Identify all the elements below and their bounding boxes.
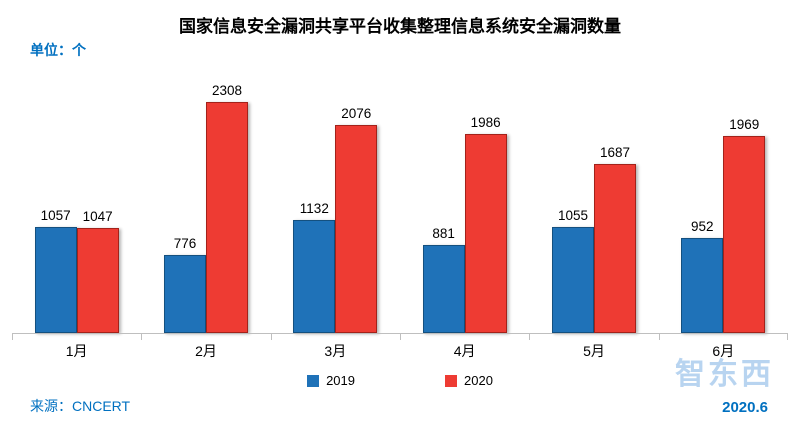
month-label: 6月 <box>712 343 735 359</box>
axis-tick <box>787 334 788 340</box>
value-label: 1047 <box>82 209 113 224</box>
bar-2020 <box>593 164 636 333</box>
bar-group: 881 1986 <box>400 115 529 333</box>
bar-column: 1047 <box>76 209 119 333</box>
bar-2020 <box>723 136 766 333</box>
legend-label: 2019 <box>326 373 355 388</box>
x-axis-line <box>12 333 788 340</box>
bar-column: 1986 <box>464 115 507 333</box>
bar-2019 <box>681 238 724 333</box>
axis-tick <box>400 334 401 340</box>
value-label: 2308 <box>211 83 242 98</box>
value-label: 1969 <box>729 117 760 132</box>
unit-label: 单位：个 <box>30 42 86 58</box>
value-label: 2076 <box>341 106 372 121</box>
bars-area: 1057 1047 776 2308 1132 2076 881 1986 1055 1687 95… <box>12 45 788 333</box>
axis-tick <box>529 334 531 340</box>
bar-column: 1057 <box>34 208 77 333</box>
bar-2019 <box>551 227 594 333</box>
month-label: 2月 <box>195 343 217 359</box>
legend-swatch <box>307 374 320 387</box>
value-label: 1687 <box>599 145 630 160</box>
bar-pair: 1132 2076 <box>293 106 378 333</box>
bar-column: 1132 <box>293 201 336 333</box>
bar-group: 1057 1047 <box>12 208 141 333</box>
value-label: 1057 <box>40 208 71 223</box>
value-label: 1132 <box>299 201 329 216</box>
bar-column: 2308 <box>205 83 248 333</box>
bar-group: 776 2308 <box>141 83 270 333</box>
axis-tick <box>141 334 143 340</box>
value-label: 1986 <box>470 115 501 130</box>
bar-group: 1055 1687 <box>529 145 658 333</box>
bar-column: 1969 <box>723 117 766 333</box>
bar-2020 <box>335 125 378 333</box>
axis-tick <box>12 334 13 340</box>
bar-2019 <box>163 255 206 333</box>
bar-2020 <box>76 228 119 333</box>
source-label: 来源：CNCERT <box>30 398 131 414</box>
bar-2020 <box>205 102 248 333</box>
axis-tick <box>270 334 272 340</box>
date-label: 2020.6 <box>722 399 768 416</box>
bar-group: 952 1969 <box>659 117 788 333</box>
month-label: 5月 <box>583 343 605 359</box>
month-label: 1月 <box>65 343 88 359</box>
bar-pair: 952 1969 <box>681 117 766 333</box>
bar-group: 1132 2076 <box>271 106 400 333</box>
months-row: 1月 2月 3月 4月 5月 6月 <box>12 334 788 361</box>
legend-label: 2020 <box>464 373 493 388</box>
watermark-logo: 智东西 <box>675 358 774 391</box>
legend-item-2020: 2020 <box>445 373 493 388</box>
bar-column: 2076 <box>335 106 378 333</box>
bar-pair: 1057 1047 <box>34 208 119 333</box>
bar-column: 1687 <box>593 145 636 333</box>
month-label: 4月 <box>453 343 476 359</box>
value-label: 776 <box>173 236 197 251</box>
bar-column: 881 <box>422 226 465 333</box>
bar-column: 1055 <box>551 208 594 333</box>
chart-title: 国家信息安全漏洞共享平台收集整理信息系统安全漏洞数量 <box>179 17 621 36</box>
legend: 2019 2020 <box>0 373 800 388</box>
legend-swatch <box>445 374 457 387</box>
bar-column: 776 <box>163 236 206 333</box>
bar-2019 <box>293 220 336 333</box>
legend-item-2019: 2019 <box>307 373 355 388</box>
bar-2020 <box>464 134 507 333</box>
value-label: 881 <box>432 226 455 241</box>
bar-2019 <box>34 227 77 333</box>
bar-2019 <box>422 245 465 333</box>
month-label: 3月 <box>324 343 347 359</box>
bar-pair: 776 2308 <box>163 83 248 333</box>
value-label: 1055 <box>557 208 588 223</box>
axis-tick <box>658 334 660 340</box>
value-label: 952 <box>691 219 714 234</box>
bar-pair: 881 1986 <box>422 115 507 333</box>
bar-pair: 1055 1687 <box>551 145 636 333</box>
bar-column: 952 <box>681 219 724 333</box>
